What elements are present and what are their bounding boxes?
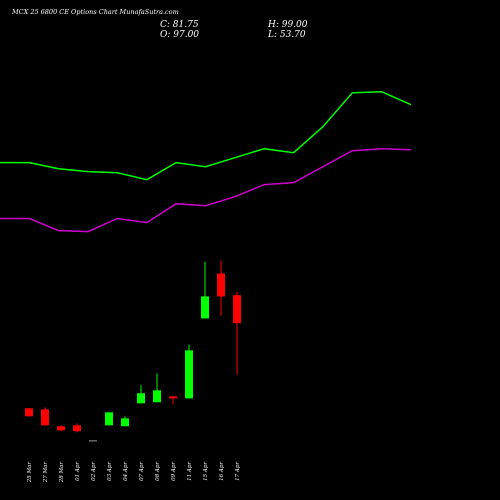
x-tick-label: 07 Apr — [139, 462, 145, 481]
candle-body — [41, 409, 49, 426]
low-label: L: 53.70 — [267, 30, 306, 40]
high-label: H: 99.00 — [267, 20, 308, 30]
x-tick-label: 17 Apr — [235, 462, 241, 481]
x-tick-label: 28 Mar — [59, 462, 65, 484]
candle-body — [73, 425, 81, 432]
candle-body — [169, 396, 177, 399]
x-tick-label: 02 Apr — [91, 462, 97, 481]
candle-body — [105, 412, 113, 426]
candle-body — [217, 273, 225, 297]
indicator-line — [0, 90, 412, 181]
chart-title: MCX 25 6800 CE Options Chart MunafaSutra… — [11, 8, 179, 16]
close-label: C: 81.75 — [160, 20, 199, 30]
x-tick-label: 11 Apr — [187, 462, 193, 481]
x-tick-label: 04 Apr — [123, 462, 129, 481]
candle-body — [57, 426, 65, 431]
x-tick-label: 03 Apr — [107, 462, 113, 481]
x-tick-label: 27 Mar — [43, 462, 49, 484]
candle-body — [153, 390, 161, 403]
open-label: O: 97.00 — [160, 30, 199, 40]
indicator-line — [0, 147, 412, 233]
candle-body — [185, 350, 193, 399]
x-tick-label: 08 Apr — [155, 462, 161, 481]
x-tick-label: 16 Apr — [219, 462, 225, 481]
x-tick-label: 09 Apr — [171, 462, 177, 481]
x-tick-label: 25 Mar — [27, 462, 33, 484]
candle-body — [201, 296, 209, 319]
candle-body — [121, 418, 129, 427]
candle-body — [137, 393, 145, 404]
candle-body — [233, 295, 241, 324]
x-tick-label: 15 Apr — [203, 462, 209, 481]
x-tick-label: 01 Apr — [75, 462, 81, 481]
candle-body — [89, 440, 97, 442]
candle-body — [25, 408, 33, 417]
